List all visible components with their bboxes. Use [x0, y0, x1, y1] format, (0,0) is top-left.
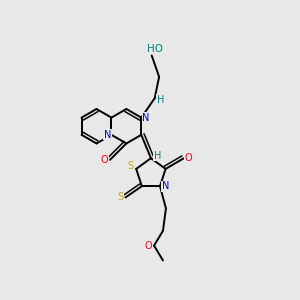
Text: HO: HO: [147, 44, 163, 54]
Text: N: N: [162, 181, 169, 191]
Text: O: O: [145, 241, 152, 250]
Text: N: N: [104, 130, 111, 140]
Text: N: N: [142, 112, 149, 123]
Text: S: S: [117, 193, 123, 202]
Text: O: O: [185, 154, 193, 164]
Text: H: H: [154, 151, 161, 161]
Text: O: O: [101, 155, 109, 165]
Text: S: S: [128, 161, 134, 171]
Text: H: H: [157, 95, 164, 105]
